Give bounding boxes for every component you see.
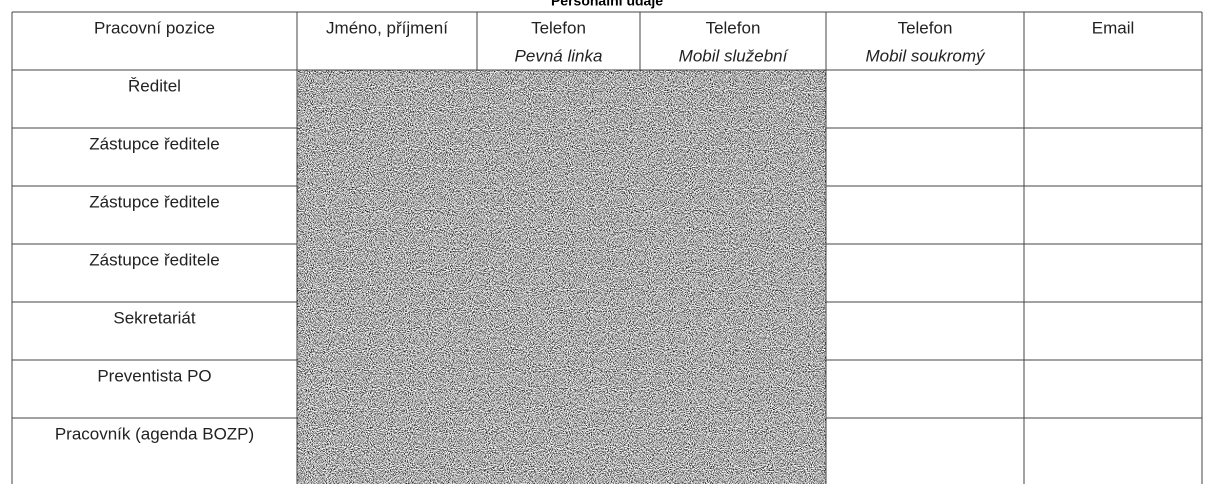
row-label: Zástupce ředitele bbox=[89, 250, 219, 269]
row-label: Preventista PO bbox=[97, 366, 211, 385]
header-label: Pracovní pozice bbox=[94, 18, 215, 37]
header-sublabel: Mobil soukromý bbox=[865, 46, 986, 65]
header-label: Jméno, příjmení bbox=[326, 18, 448, 37]
page-title: Personální údaje bbox=[551, 0, 663, 9]
redaction-noise bbox=[297, 70, 826, 484]
row-label: Zástupce ředitele bbox=[89, 134, 219, 153]
row-label: Ředitel bbox=[128, 76, 181, 95]
header-label: Telefon bbox=[898, 18, 953, 37]
header-sublabel: Pevná linka bbox=[515, 46, 603, 65]
row-label: Sekretariát bbox=[113, 308, 195, 327]
row-label: Pracovník (agenda BOZP) bbox=[55, 424, 254, 443]
row-label: Zástupce ředitele bbox=[89, 192, 219, 211]
header-sublabel: Mobil služební bbox=[679, 46, 790, 65]
header-label: Email bbox=[1092, 18, 1135, 37]
header-label: Telefon bbox=[531, 18, 586, 37]
header-label: Telefon bbox=[706, 18, 761, 37]
